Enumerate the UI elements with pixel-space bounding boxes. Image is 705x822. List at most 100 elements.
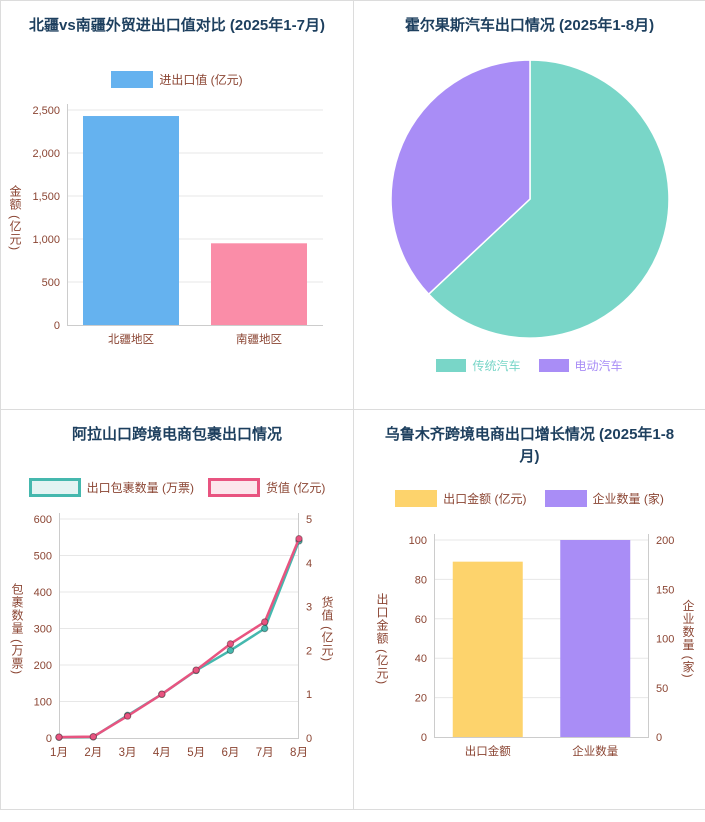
y-axis-label-right: 货值 (亿元) [320,595,334,662]
svg-text:1: 1 [306,689,312,701]
legend-item[interactable]: 出口金额 (亿元) [395,489,527,507]
pie-chart [354,51,705,349]
pie-chart-canvas [390,58,670,339]
svg-text:6月: 6月 [221,747,239,759]
y-axis-label: 金额 (亿元) [8,184,22,251]
bar-出口金额 [452,561,523,737]
data-point [55,733,63,741]
chart-title: 北疆vs南疆外贸进出口值对比 (2025年1-7月) [29,17,325,34]
legend-item[interactable]: 企业数量 (家) [544,489,664,507]
pie-slice-传统汽车 [427,58,670,339]
data-point [158,690,166,698]
svg-text:4: 4 [306,558,312,570]
y-axis-right-ticks: 0 1 2 3 4 5 [306,514,312,745]
svg-text:0: 0 [656,732,662,744]
panel-horgos-auto-pie-chart: 霍尔果斯汽车出口情况 (2025年1-8月) 传统汽车 电动汽车 [354,1,705,409]
svg-text:1,500: 1,500 [32,191,60,203]
svg-text:3月: 3月 [119,747,137,759]
data-point [295,534,303,543]
legend-item[interactable]: 传统汽车 [436,357,521,374]
chart-title: 乌鲁木齐跨境电商出口增长情况 (2025年1-8月) [384,426,675,465]
svg-text:2,500: 2,500 [32,105,60,117]
line-series-出口包裹数量 (万票) [55,536,303,741]
gridlines [59,518,299,702]
legend: 进出口值 (亿元) [1,70,353,88]
axis-lines [434,533,649,738]
chart-title: 霍尔果斯汽车出口情况 (2025年1-8月) [404,17,655,34]
svg-text:200: 200 [656,535,674,547]
svg-text:出口金额: 出口金额 [465,744,511,758]
svg-text:7月: 7月 [256,747,274,759]
svg-text:2,000: 2,000 [32,148,60,160]
svg-text:0: 0 [306,733,312,745]
data-point [123,712,132,720]
svg-text:北疆地区: 北疆地区 [108,333,154,346]
data-point [192,666,200,674]
data-point [261,624,269,632]
legend-label: 电动汽车 [574,358,623,373]
svg-text:500: 500 [34,550,52,562]
svg-text:0: 0 [46,733,52,745]
data-point [226,646,235,654]
svg-text:0: 0 [421,732,427,744]
line-chart: 0 100 200 300 400 500 600 0 1 2 3 4 5 1月 2月 3月 4月 5月 6月 7月 8… [1,509,353,809]
svg-text:150: 150 [656,584,674,596]
svg-text:8月: 8月 [290,747,308,759]
legend-item[interactable]: 进出口值 (亿元) [111,70,243,88]
x-axis-labels: 出口金额 企业数量 [465,744,619,758]
svg-text:200: 200 [34,660,52,672]
line-series-货值 (亿元) [55,534,303,741]
data-point [226,639,235,648]
dual-axis-bar-chart: 0 20 40 60 80 100 0 50 100 150 200 出口金额 企业数量 出口金额 (亿元… [354,515,705,795]
svg-text:2月: 2月 [84,747,102,759]
svg-text:400: 400 [34,587,52,599]
bar-series [83,115,307,325]
svg-text:600: 600 [34,514,52,526]
svg-text:100: 100 [409,535,427,547]
line-chart-canvas: 0 100 200 300 400 500 600 0 1 2 3 4 5 1月 2月 3月 4月 5月 6月 7月 8… [34,512,312,759]
legend: 出口金额 (亿元) 企业数量 (家) [354,489,705,507]
bar-南疆地区 [211,243,307,325]
bar-企业数量 [560,539,631,737]
legend-swatch [538,358,569,372]
svg-text:5月: 5月 [187,747,205,759]
legend-label: 企业数量 (家) [592,491,664,506]
legend-item[interactable]: 货值 (亿元) [208,477,325,497]
svg-text:100: 100 [656,633,674,645]
panel-urumqi-ecommerce-bar-chart: 乌鲁木齐跨境电商出口增长情况 (2025年1-8月) 出口金额 (亿元) 企业数量… [354,410,705,809]
y-axis-label-left: 出口金额 (亿元) [375,592,389,685]
svg-text:企业数量: 企业数量 [572,744,618,758]
pie-slice-电动汽车 [390,58,531,295]
svg-text:50: 50 [656,682,668,694]
y-axis-left-ticks: 0 500 1,000 1,500 2,000 2,500 [32,105,60,332]
x-axis-labels: 北疆地区 南疆地区 [108,332,282,346]
svg-text:60: 60 [415,613,427,625]
chart-title: 阿拉山口跨境电商包裹出口情况 [71,426,282,443]
panel-alashankou-parcel-line-chart: 阿拉山口跨境电商包裹出口情况 出口包裹数量 (万票) 货值 (亿元) 0 100 20… [1,410,353,809]
legend: 出口包裹数量 (万票) 货值 (亿元) [1,477,353,497]
svg-text:南疆地区: 南疆地区 [236,332,282,346]
bar-series [452,539,631,737]
svg-text:0: 0 [54,320,60,332]
data-point [261,617,269,626]
legend: 传统汽车 电动汽车 [354,357,705,374]
legend-label: 进出口值 (亿元) [159,72,243,87]
svg-text:4月: 4月 [153,747,171,759]
legend-label: 传统汽车 [472,358,521,373]
x-axis-labels: 1月 2月 3月 4月 5月 6月 7月 8月 [50,747,308,759]
svg-text:1,000: 1,000 [32,234,60,246]
legend-swatch [28,477,81,497]
svg-text:5: 5 [306,514,312,526]
svg-text:80: 80 [415,574,427,586]
bar-北疆地区 [83,115,179,325]
y-axis-left-ticks: 0 100 200 300 400 500 600 [34,514,52,745]
pie-slices [390,58,670,339]
legend-item[interactable]: 电动汽车 [538,357,623,374]
svg-text:1月: 1月 [50,747,68,759]
legend-item[interactable]: 出口包裹数量 (万票) [28,477,194,497]
bar-chart-canvas: 0 500 1,000 1,500 2,000 2,500 北疆地区 南疆地区 [32,103,323,346]
svg-text:100: 100 [34,696,52,708]
bar-chart: 0 500 1,000 1,500 2,000 2,500 北疆地区 南疆地区 金额 (亿元) [1,98,353,383]
svg-text:20: 20 [415,692,427,704]
